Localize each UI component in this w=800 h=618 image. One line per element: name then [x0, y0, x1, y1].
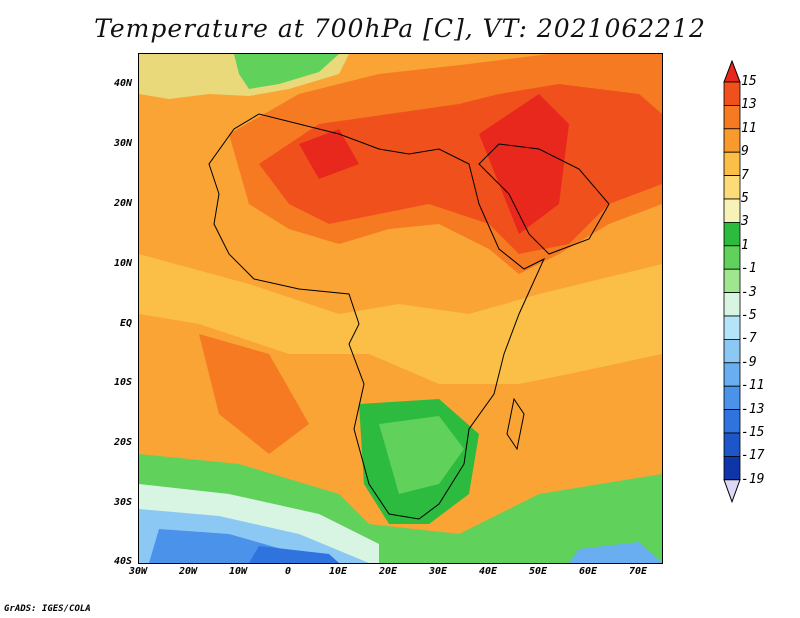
lon-label: 10W [228, 566, 248, 577]
arabia-coastline [478, 143, 610, 255]
map-canvas [139, 54, 662, 563]
chart-title: Temperature at 700hPa [C], VT: 202106221… [94, 14, 706, 43]
colorbar-bottom-arrow [723, 479, 741, 504]
lat-label: 20S [113, 437, 132, 448]
colorbar-bin [723, 198, 741, 223]
colorbar-label: 1 [741, 237, 749, 253]
colorbar [723, 60, 741, 504]
field-south-east-blue [569, 542, 662, 563]
lat-label: 40S [113, 556, 132, 567]
colorbar-bin [723, 105, 741, 130]
colorbar-bin [723, 455, 741, 481]
colorbar-bin [723, 175, 741, 200]
colorbar-label: 11 [741, 120, 757, 136]
lat-label: 10N [113, 258, 132, 269]
colorbar-bin [723, 245, 741, 270]
lon-label: 30W [128, 566, 148, 577]
colorbar-bin [723, 81, 741, 106]
lat-label: 10S [113, 377, 132, 388]
colorbar-bin [723, 338, 741, 364]
colorbar-label: 7 [741, 167, 749, 183]
lat-label: 40N [113, 78, 132, 89]
colorbar-label: 13 [741, 97, 757, 113]
colorbar-label: -13 [741, 401, 765, 417]
colorbar-bin [723, 128, 741, 153]
lon-label: 20E [378, 566, 398, 577]
lat-label: 30S [113, 497, 132, 508]
madagascar-coastline [506, 397, 525, 451]
colorbar-label: -7 [741, 331, 757, 347]
colorbar-label: -1 [741, 261, 757, 277]
field-south-deepest [249, 546, 339, 563]
colorbar-bin [723, 292, 741, 317]
colorbar-bin [723, 151, 741, 176]
footer-credit: GrADS: IGES/COLA [4, 604, 91, 614]
colorbar-bin [723, 315, 741, 340]
lon-label: 60E [578, 566, 598, 577]
colorbar-top-arrow [723, 60, 741, 83]
colorbar-label: -17 [741, 448, 765, 464]
lon-label: 70E [628, 566, 648, 577]
field-southern-africa-light [379, 416, 464, 494]
colorbar-label: 5 [741, 191, 749, 206]
colorbar-label: -5 [741, 308, 757, 323]
lat-label: EQ [119, 318, 132, 329]
lon-label: 40E [478, 566, 498, 577]
field-equator [139, 254, 662, 384]
colorbar-label: -11 [741, 378, 765, 394]
colorbar-label: 3 [741, 214, 749, 230]
lon-label: 0 [284, 566, 292, 577]
field-hottest-sahara [299, 129, 359, 179]
temperature-map [138, 53, 663, 564]
colorbar-bin [723, 385, 741, 411]
colorbar-label: 15 [741, 74, 757, 89]
colorbar-label: -9 [741, 354, 757, 370]
lat-label: 30N [113, 138, 132, 149]
lon-label: 10E [328, 566, 348, 577]
colorbar-bin [723, 362, 741, 387]
lon-label: 50E [528, 566, 548, 577]
field-iberia-green [234, 54, 339, 89]
lon-label: 30E [428, 566, 448, 577]
field-hottest-arabia [479, 94, 569, 234]
colorbar-label: -15 [741, 425, 765, 440]
colorbar-label: -19 [741, 471, 765, 487]
lon-label: 20W [178, 566, 198, 577]
africa-coastline [208, 113, 546, 520]
colorbar-bin [723, 268, 741, 293]
colorbar-label: 9 [741, 144, 749, 160]
colorbar-bin [723, 221, 741, 247]
colorbar-label: -3 [741, 284, 757, 300]
field-atlantic-warm [199, 334, 309, 454]
colorbar-bin [723, 409, 741, 434]
lat-label: 20N [113, 198, 132, 209]
colorbar-bin [723, 432, 741, 457]
